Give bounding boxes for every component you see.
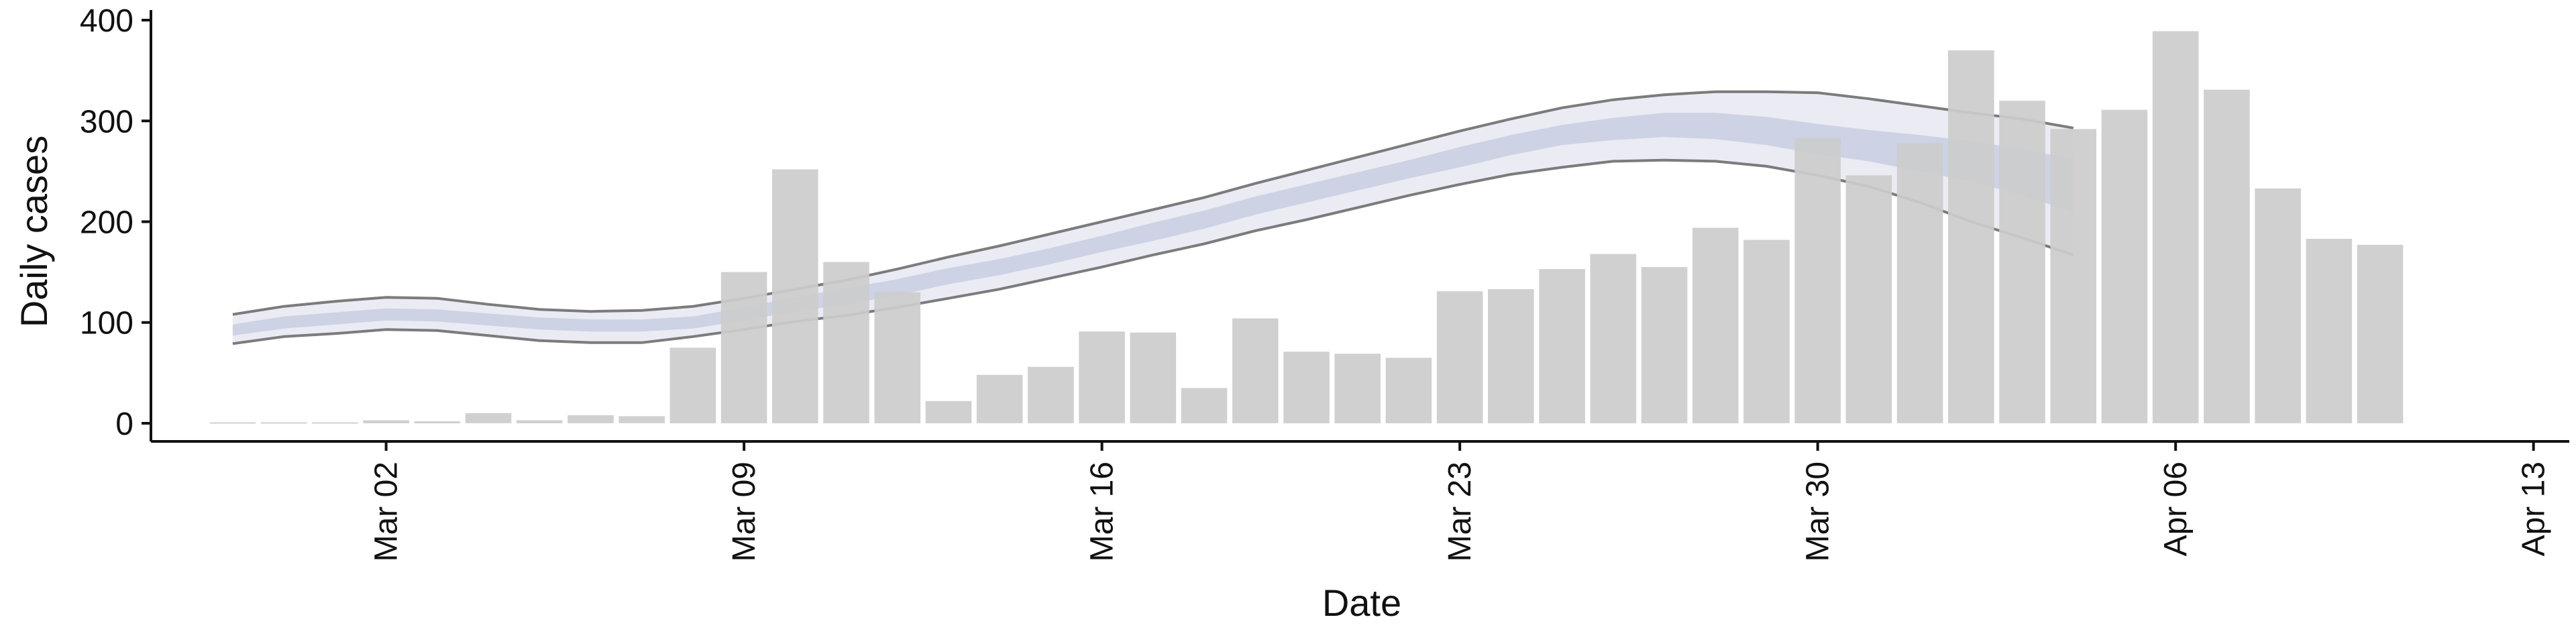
bar-mar-20 [1283, 352, 1330, 423]
y-tick-label: 0 [115, 407, 133, 442]
bar-mar-31 [1845, 175, 1892, 423]
bar-mar-14 [976, 374, 1023, 423]
bar-apr-04 [2050, 129, 2096, 424]
axis-layer [150, 10, 2569, 443]
y-axis-title: Daily cases [13, 136, 55, 327]
bar-apr-02 [1948, 50, 1994, 424]
bar-apr-09 [2306, 239, 2353, 423]
y-tick-label: 200 [80, 205, 133, 240]
bar-mar-12 [874, 292, 921, 423]
bar-mar-02 [363, 420, 409, 423]
y-tick-label: 400 [80, 3, 133, 39]
bar-mar-26 [1590, 254, 1637, 423]
bar-apr-10 [2357, 245, 2404, 423]
bar-mar-28 [1692, 227, 1739, 423]
x-tick-label: Mar 09 [727, 462, 762, 561]
bar-mar-11 [823, 262, 869, 423]
x-tick-label: Mar 30 [1801, 462, 1836, 561]
bar-mar-09 [720, 272, 767, 423]
bar-apr-01 [1896, 143, 1943, 423]
bar-mar-01 [312, 422, 358, 424]
estimate-band-layer [232, 90, 2074, 345]
x-tick-label: Apr 06 [2158, 462, 2194, 556]
bar-apr-05 [2101, 109, 2148, 423]
y-tick-label: 300 [80, 104, 133, 140]
bar-mar-27 [1641, 267, 1688, 423]
bar-mar-07 [619, 416, 665, 423]
x-tick-label: Mar 23 [1442, 462, 1478, 561]
bar-feb-29 [260, 422, 307, 424]
bar-mar-16 [1079, 331, 1125, 423]
bar-apr-07 [2204, 89, 2250, 423]
bar-mar-21 [1334, 354, 1381, 423]
bar-mar-17 [1130, 332, 1177, 423]
bar-mar-30 [1794, 138, 1841, 424]
x-axis-title: Date [1322, 582, 1401, 624]
bar-mar-05 [516, 420, 563, 423]
inner-interval-band [232, 113, 2074, 336]
bar-mar-29 [1743, 239, 1790, 423]
bar-mar-10 [772, 169, 818, 423]
y-tick-label: 100 [80, 306, 133, 341]
bar-mar-13 [925, 400, 972, 423]
bar-mar-15 [1028, 366, 1074, 423]
bar-mar-19 [1232, 318, 1279, 423]
tick-layer: 0 100 200 300 400 Mar 02 Mar 09 Mar 16 Mar 23 Mar… [80, 3, 2552, 561]
outer-interval-band [232, 91, 2074, 344]
x-tick-label: Mar 16 [1085, 462, 1120, 561]
bar-apr-08 [2255, 188, 2301, 423]
bar-feb-28 [209, 422, 256, 424]
bar-mar-24 [1488, 289, 1534, 423]
bar-apr-06 [2152, 31, 2199, 423]
x-tick-label: Mar 02 [369, 462, 405, 561]
bar-mar-03 [414, 421, 461, 423]
bar-mar-22 [1385, 358, 1432, 423]
bar-mar-04 [465, 413, 512, 423]
bar-mar-25 [1539, 269, 1585, 423]
bar-apr-03 [1999, 101, 2045, 423]
x-tick-label: Apr 13 [2516, 462, 2552, 556]
bar-mar-18 [1181, 388, 1228, 423]
bar-mar-23 [1436, 291, 1483, 423]
bar-mar-06 [568, 415, 614, 423]
lower-bound-line [232, 158, 2074, 345]
bar-mar-08 [669, 347, 716, 423]
bar-layer [209, 31, 2404, 424]
upper-bound-line [232, 90, 2074, 316]
